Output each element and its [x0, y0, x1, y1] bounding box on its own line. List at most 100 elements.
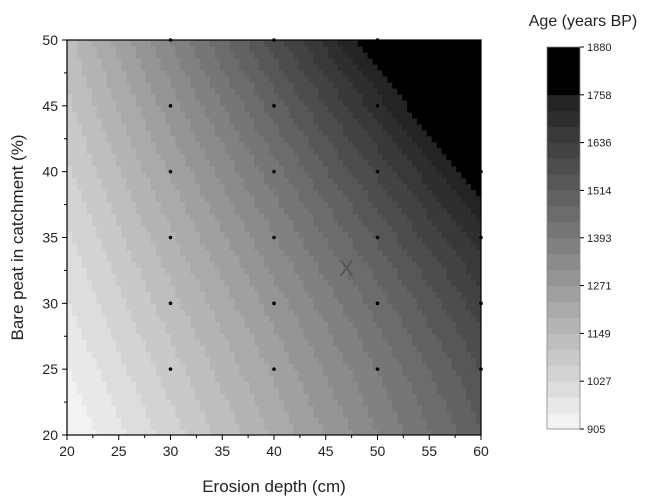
contour-cell: [298, 51, 305, 59]
contour-cell: [382, 279, 388, 286]
contour-cell: [101, 279, 108, 286]
contour-cell: [200, 129, 206, 137]
contour-cell: [106, 141, 112, 149]
contour-cell: [131, 399, 137, 406]
contour-cell: [402, 291, 408, 298]
contour-cell: [205, 183, 211, 191]
contour-cell: [229, 285, 236, 292]
contour-cell: [76, 111, 83, 119]
contour-cell: [121, 201, 127, 209]
contour-cell: [136, 309, 142, 316]
contour-cell: [278, 243, 285, 251]
contour-cell: [175, 303, 181, 310]
contour-cell: [431, 159, 438, 167]
contour-cell: [338, 387, 344, 394]
contour-cell: [126, 285, 132, 292]
contour-cell: [303, 339, 310, 346]
contour-cell: [397, 381, 403, 388]
contour-cell: [293, 69, 300, 77]
contour-cell: [71, 285, 78, 292]
contour-cell: [150, 393, 157, 400]
contour-cell: [333, 291, 339, 298]
contour-cell: [308, 387, 315, 394]
contour-cell: [234, 321, 241, 328]
contour-cell: [416, 279, 423, 286]
contour-cell: [392, 201, 398, 209]
contour-cell: [145, 81, 152, 89]
contour-cell: [86, 303, 93, 310]
contour-cell: [362, 40, 369, 47]
contour-cell: [343, 129, 349, 137]
contour-cell: [347, 333, 354, 340]
contour-cell: [397, 303, 403, 310]
contour-cell: [205, 303, 211, 310]
contour-cell: [293, 141, 300, 149]
contour-cell: [209, 189, 216, 197]
contour-cell: [347, 201, 354, 209]
contour-cell: [121, 339, 127, 346]
contour-cell: [67, 291, 73, 298]
contour-cell: [323, 375, 329, 382]
contour-cell: [347, 339, 354, 346]
contour-cell: [86, 273, 93, 280]
contour-cell: [362, 225, 369, 233]
contour-cell: [239, 99, 246, 107]
contour-cell: [377, 183, 384, 191]
contour-cell: [426, 93, 433, 101]
contour-cell: [397, 363, 403, 370]
contour-cell: [303, 405, 310, 412]
contour-cell: [219, 141, 226, 149]
contour-cell: [367, 249, 374, 257]
contour-cell: [170, 345, 177, 352]
contour-cell: [347, 291, 354, 298]
contour-cell: [318, 375, 324, 382]
contour-cell: [269, 393, 275, 400]
contour-cell: [121, 45, 127, 53]
contour-cell: [229, 399, 236, 406]
contour-cell: [214, 135, 221, 143]
contour-cell: [274, 159, 280, 167]
contour-cell: [239, 201, 246, 209]
contour-cell: [372, 153, 379, 161]
contour-cell: [367, 63, 374, 71]
contour-cell: [431, 255, 438, 263]
contour-cell: [397, 45, 403, 53]
contour-cell: [209, 231, 216, 239]
contour-cell: [431, 213, 438, 221]
contour-cell: [421, 40, 428, 47]
contour-cell: [293, 369, 300, 376]
contour-cell: [308, 297, 315, 304]
contour-cell: [407, 87, 413, 95]
contour-cell: [121, 249, 127, 257]
contour-cell: [298, 40, 305, 47]
contour-cell: [338, 195, 344, 203]
contour-cell: [76, 135, 83, 143]
contour-cell: [269, 69, 275, 77]
contour-cell: [175, 45, 181, 53]
contour-cell: [431, 309, 438, 316]
contour-cell: [269, 75, 275, 83]
contour-cell: [185, 375, 191, 382]
contour-cell: [155, 63, 162, 71]
contour-cell: [234, 423, 241, 430]
contour-cell: [421, 153, 428, 161]
contour-cell: [81, 321, 88, 328]
contour-cell: [205, 411, 211, 418]
contour-cell: [274, 225, 280, 233]
contour-cell: [249, 297, 255, 304]
contour-cell: [333, 393, 339, 400]
contour-cell: [126, 129, 132, 137]
contour-cell: [352, 375, 359, 382]
contour-cell: [293, 405, 300, 412]
contour-cell: [318, 129, 324, 137]
contour-cell: [323, 183, 329, 191]
contour-cell: [392, 303, 398, 310]
contour-cell: [106, 297, 112, 304]
contour-cell: [229, 423, 236, 430]
contour-cell: [298, 171, 305, 179]
contour-cell: [180, 405, 186, 412]
contour-cell: [180, 309, 186, 316]
contour-cell: [387, 219, 393, 227]
contour-cell: [185, 219, 191, 227]
contour-cell: [347, 189, 354, 197]
